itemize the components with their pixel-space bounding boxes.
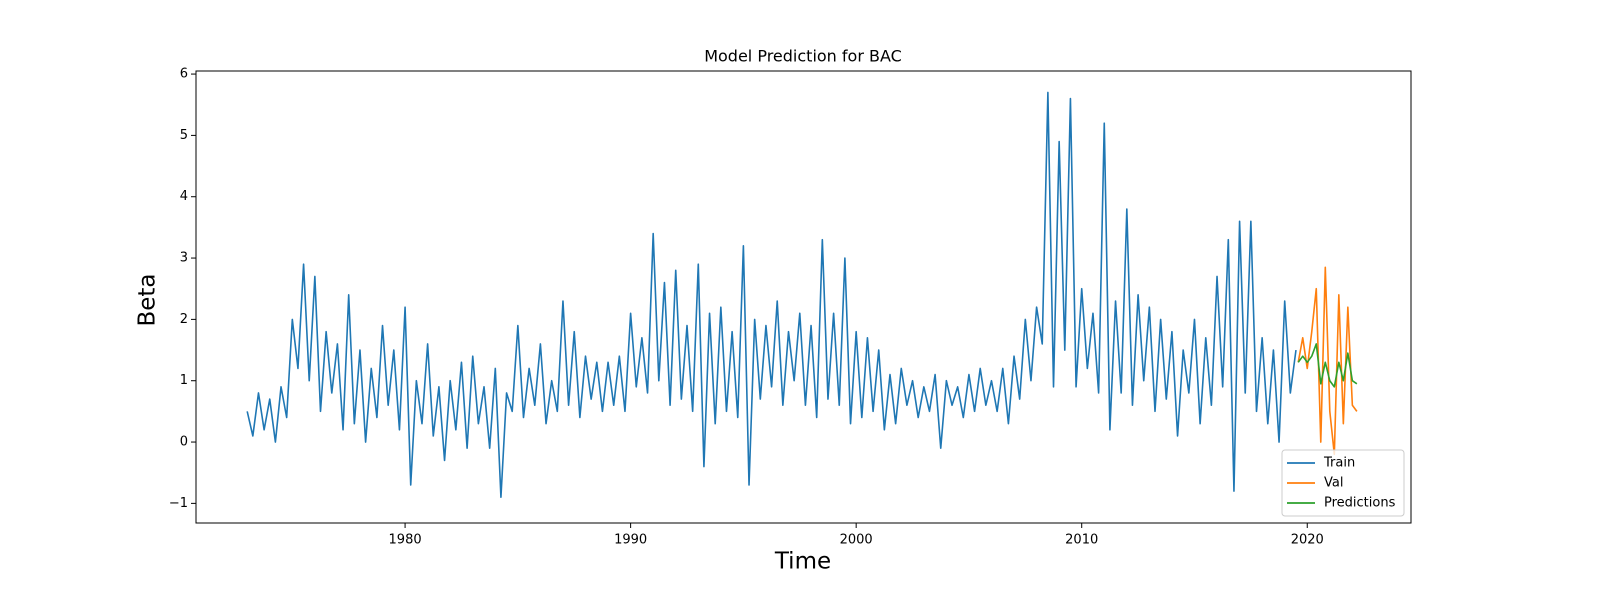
x-axis-label: Time bbox=[774, 549, 831, 575]
y-tick-label: 1 bbox=[180, 373, 188, 388]
plot-frame bbox=[195, 70, 1412, 524]
y-tick-label: 3 bbox=[180, 251, 188, 266]
legend-label: Train bbox=[1323, 456, 1355, 471]
y-tick-label: 6 bbox=[180, 67, 188, 82]
legend-box bbox=[1281, 449, 1405, 517]
x-tick-label: 1980 bbox=[389, 533, 422, 548]
line-series bbox=[1297, 343, 1358, 388]
x-tick-label: 2020 bbox=[1291, 533, 1324, 548]
legend-label: Val bbox=[1324, 476, 1343, 491]
chart-title: Model Prediction for BAC bbox=[704, 47, 902, 66]
y-tick-label: 4 bbox=[180, 189, 188, 204]
y-axis-label: Beta bbox=[135, 273, 161, 326]
y-tick-label: 0 bbox=[180, 435, 188, 450]
y-tick-label: 2 bbox=[180, 312, 188, 327]
y-tick-label: 5 bbox=[180, 128, 188, 143]
x-tick-label: 2000 bbox=[840, 533, 873, 548]
x-tick-label: 2010 bbox=[1065, 533, 1098, 548]
legend-label: Predictions bbox=[1324, 496, 1396, 511]
line-series bbox=[246, 91, 1297, 499]
x-tick-label: 1990 bbox=[614, 533, 647, 548]
y-tick-label: −1 bbox=[169, 496, 188, 511]
